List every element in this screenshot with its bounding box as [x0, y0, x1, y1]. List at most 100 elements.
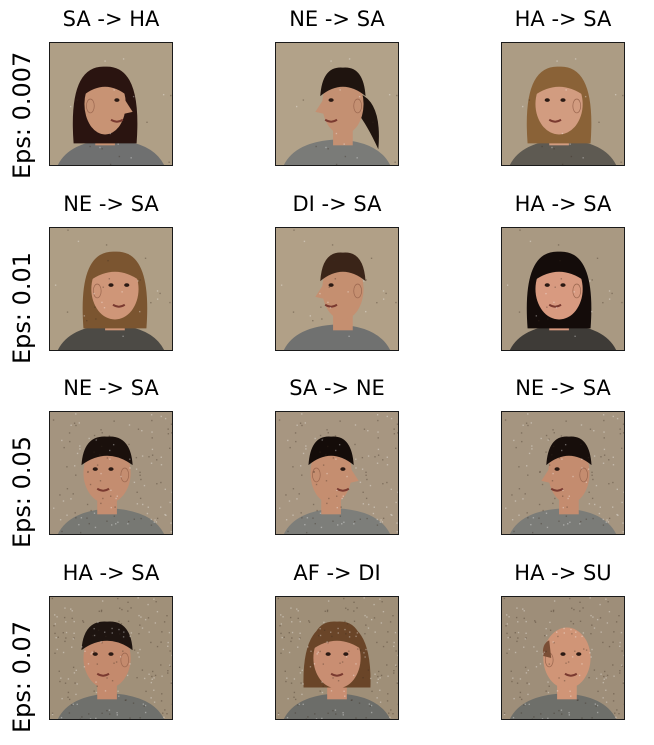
- noise-speckle: [395, 650, 397, 652]
- noise-speckle: [164, 488, 166, 491]
- nose: [123, 98, 133, 114]
- noise-speckle: [600, 631, 602, 633]
- noise-speckle: [88, 437, 90, 440]
- shirt: [283, 693, 391, 719]
- noise-speckle: [563, 632, 565, 634]
- noise-speckle: [565, 89, 567, 91]
- noise-speckle: [332, 677, 334, 679]
- noise-speckle: [516, 640, 518, 643]
- noise-speckle: [521, 440, 523, 443]
- noise-speckle: [343, 690, 345, 692]
- shirt: [283, 324, 391, 350]
- noise-speckle: [539, 470, 541, 473]
- noise-speckle: [524, 493, 526, 495]
- ear: [120, 467, 130, 483]
- noise-speckle: [93, 434, 96, 437]
- noise-speckle: [598, 121, 600, 123]
- noise-speckle: [171, 491, 172, 493]
- noise-speckle: [565, 662, 567, 664]
- noise-speckle: [358, 702, 361, 704]
- noise-speckle: [299, 637, 301, 639]
- noise-speckle: [619, 428, 621, 430]
- noise-speckle: [519, 691, 522, 694]
- noise-speckle: [294, 712, 297, 714]
- noise-speckle: [394, 631, 397, 634]
- face: [548, 442, 590, 504]
- noise-speckle: [578, 674, 581, 677]
- noise-speckle: [95, 691, 98, 694]
- noise-speckle: [160, 481, 162, 484]
- noise-speckle: [301, 517, 303, 519]
- noise-speckle: [374, 456, 376, 458]
- noise-speckle: [330, 60, 332, 62]
- noise-speckle: [571, 607, 573, 609]
- noise-speckle: [332, 520, 334, 522]
- noise-speckle: [141, 669, 144, 671]
- noise-speckle: [73, 637, 75, 639]
- mouth: [548, 303, 562, 308]
- noise-speckle: [552, 609, 555, 611]
- noise-speckle: [395, 447, 397, 449]
- mouth: [96, 487, 110, 492]
- noise-speckle: [302, 99, 305, 101]
- noise-speckle: [100, 472, 102, 475]
- noise-speckle: [557, 635, 559, 638]
- noise-speckle: [393, 645, 395, 647]
- noise-speckle: [572, 475, 574, 478]
- eye: [544, 98, 550, 102]
- noise-speckle: [525, 422, 528, 424]
- noise-speckle: [122, 636, 125, 638]
- noise-speckle: [116, 495, 118, 497]
- noise-speckle: [136, 676, 138, 679]
- noise-speckle: [155, 521, 158, 523]
- noise-speckle: [72, 493, 74, 495]
- noise-speckle: [386, 664, 388, 666]
- noise-speckle: [593, 455, 596, 457]
- noise-speckle: [612, 700, 615, 702]
- noise-speckle: [298, 493, 300, 495]
- noise-speckle: [128, 520, 130, 523]
- eye: [328, 283, 334, 287]
- noise-speckle: [123, 631, 125, 633]
- noise-speckle: [144, 618, 147, 621]
- nose: [315, 98, 325, 114]
- noise-speckle: [101, 148, 103, 150]
- noise-speckle: [581, 717, 583, 719]
- noise-speckle: [282, 648, 284, 651]
- noise-speckle: [394, 161, 396, 163]
- noise-speckle: [78, 422, 81, 424]
- noise-speckle: [340, 506, 342, 508]
- noise-speckle: [161, 693, 163, 695]
- noise-speckle: [558, 677, 560, 679]
- noise-speckle: [387, 675, 389, 677]
- face: [543, 627, 591, 689]
- noise-speckle: [396, 94, 398, 97]
- noise-speckle: [164, 513, 166, 516]
- noise-speckle: [530, 422, 533, 424]
- noise-speckle: [132, 95, 135, 98]
- noise-speckle: [292, 311, 295, 313]
- noise-speckle: [321, 717, 323, 719]
- eye: [560, 98, 566, 102]
- panel-title: HA -> SA: [514, 192, 612, 216]
- noise-speckle: [558, 520, 560, 522]
- noise-speckle: [606, 674, 609, 677]
- noise-speckle: [71, 646, 73, 648]
- noise-speckle: [287, 530, 289, 533]
- eye: [544, 283, 550, 287]
- noise-speckle: [614, 712, 616, 714]
- noise-speckle: [376, 681, 379, 684]
- noise-speckle: [113, 420, 115, 422]
- noise-speckle: [309, 315, 312, 317]
- noise-speckle: [588, 491, 590, 493]
- noise-speckle: [380, 519, 382, 521]
- noise-speckle: [397, 491, 398, 493]
- noise-speckle: [613, 675, 615, 677]
- noise-speckle: [99, 480, 102, 482]
- noise-speckle: [370, 704, 373, 707]
- noise-speckle: [347, 608, 349, 611]
- noise-speckle: [552, 445, 555, 448]
- noise-speckle: [621, 301, 623, 304]
- noise-speckle: [109, 458, 111, 460]
